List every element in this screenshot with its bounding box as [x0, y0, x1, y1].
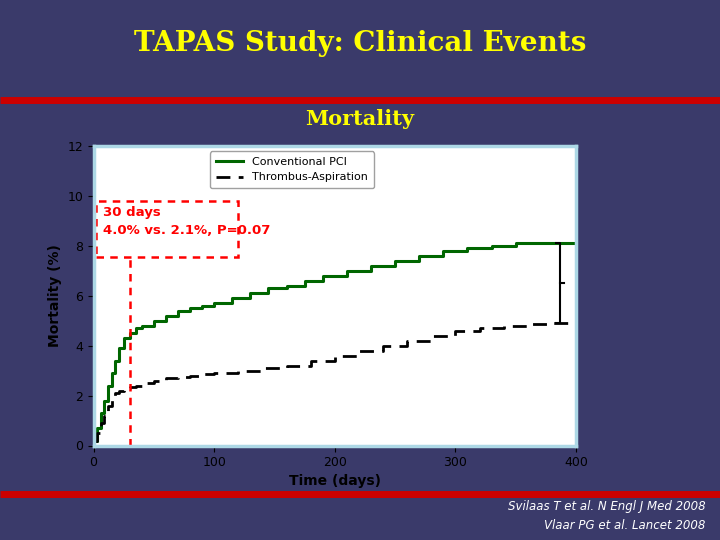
Text: Mortality: Mortality — [305, 110, 415, 130]
Text: Svilaas T et al. N Engl J Med 2008
Vlaar PG et al. Lancet 2008: Svilaas T et al. N Engl J Med 2008 Vlaar… — [508, 500, 706, 532]
Y-axis label: Mortality (%): Mortality (%) — [48, 244, 62, 347]
Legend: Conventional PCI, Thrombus-Aspiration: Conventional PCI, Thrombus-Aspiration — [210, 151, 374, 188]
Text: Log-Rank P=0.04: Log-Rank P=0.04 — [402, 286, 531, 300]
X-axis label: Time (days): Time (days) — [289, 475, 381, 489]
Text: 30 days
4.0% vs. 2.1%, P=0.07: 30 days 4.0% vs. 2.1%, P=0.07 — [103, 206, 271, 237]
Text: TAPAS Study: Clinical Events: TAPAS Study: Clinical Events — [134, 30, 586, 57]
